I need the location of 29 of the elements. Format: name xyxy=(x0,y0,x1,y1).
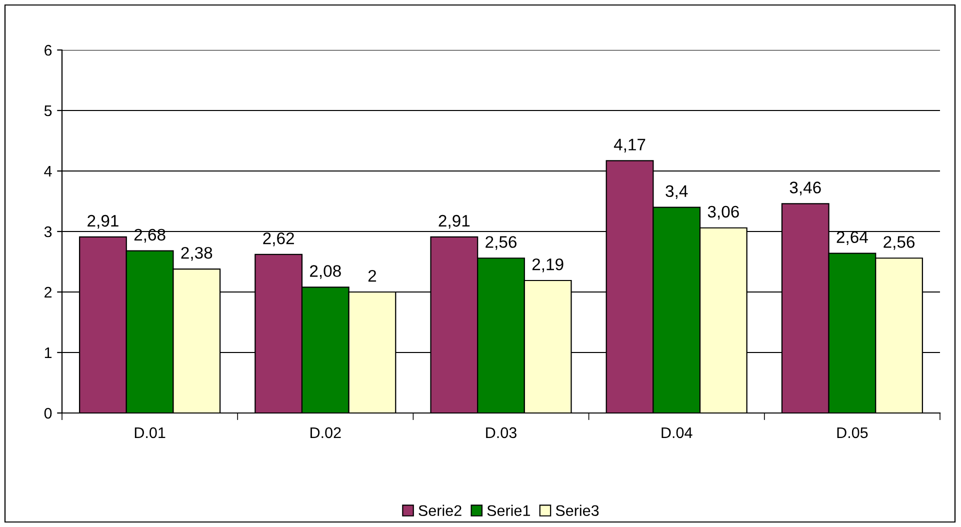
data-label: 2,64 xyxy=(836,231,868,246)
x-tick-label: D.03 xyxy=(486,427,516,438)
data-label: 2,08 xyxy=(310,265,341,279)
data-label: 3,46 xyxy=(790,182,821,196)
x-tick-label: D.05 xyxy=(837,427,868,438)
y-tick-label: 4 xyxy=(44,166,52,177)
legend-label: Serie2 xyxy=(418,504,462,516)
y-tick-label: 0 xyxy=(44,408,52,419)
data-label: 2,56 xyxy=(486,236,516,250)
x-tick-label: D.01 xyxy=(134,427,166,438)
y-tick-label: 2 xyxy=(44,286,52,298)
data-label: 2,19 xyxy=(532,258,564,272)
data-label: 3,06 xyxy=(708,206,739,220)
data-label: 2 xyxy=(368,270,376,282)
data-label: 2,91 xyxy=(88,214,118,229)
data-label: 4,17 xyxy=(614,138,646,152)
data-label: 2,62 xyxy=(263,232,294,246)
y-tick-label: 6 xyxy=(44,44,52,56)
y-tick-label: 1 xyxy=(44,348,52,358)
x-tick-label: D.04 xyxy=(662,427,692,438)
data-label: 2,91 xyxy=(438,214,470,229)
y-tick-label: 3 xyxy=(44,226,52,238)
data-label: 2,56 xyxy=(884,236,915,250)
y-tick-label: 5 xyxy=(44,106,52,116)
data-label: 2,38 xyxy=(181,246,212,261)
x-tick-label: D.02 xyxy=(310,427,341,438)
data-label: 3,4 xyxy=(666,185,688,200)
legend-label: Serie3 xyxy=(556,504,599,516)
legend-label: Serie1 xyxy=(487,504,530,516)
